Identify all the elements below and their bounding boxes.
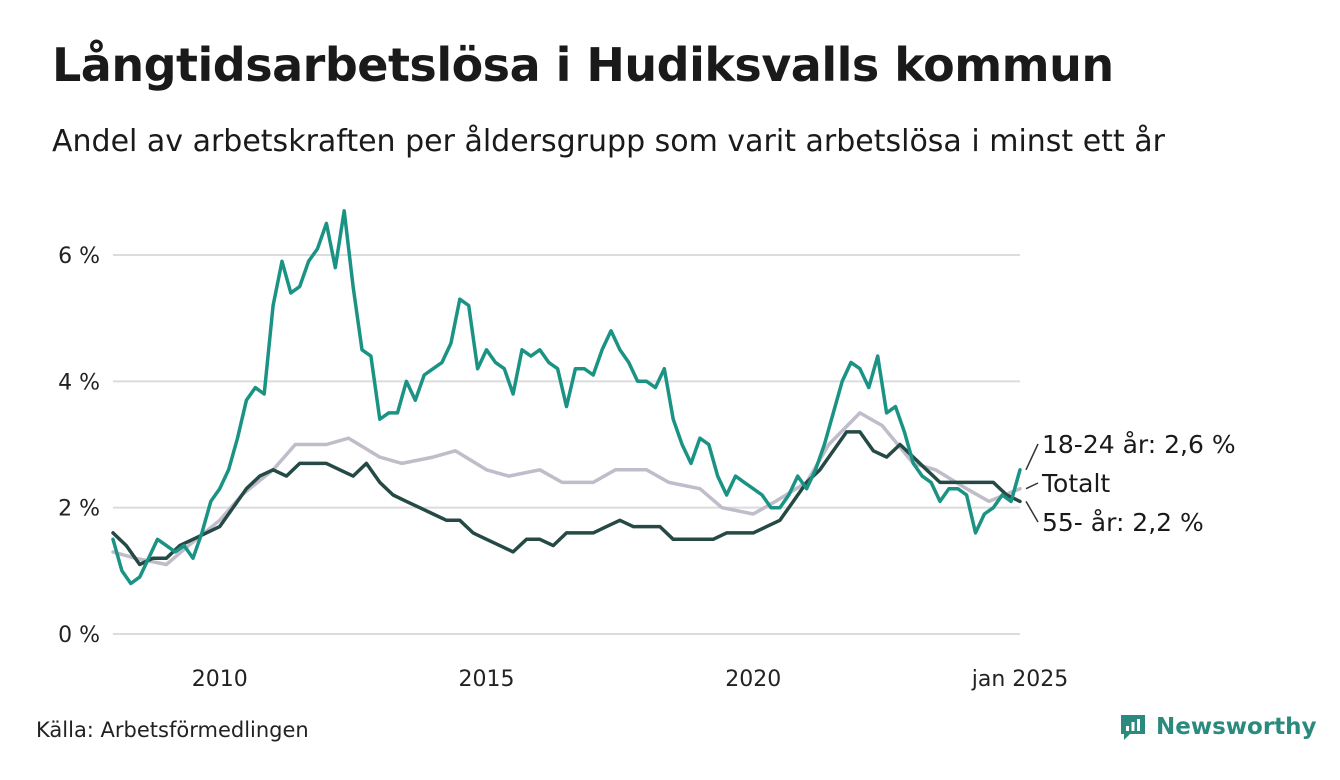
source-note: Källa: Arbetsförmedlingen	[36, 718, 309, 742]
label-leader-line	[1025, 482, 1039, 490]
series-line-senior	[111, 430, 1022, 567]
newsworthy-logo-icon	[1121, 715, 1145, 740]
series-end-label: 55- år: 2,2 %	[1042, 508, 1204, 537]
x-tick-label: 2020	[725, 667, 781, 692]
series-end-label: 18-24 år: 2,6 %	[1042, 430, 1236, 459]
label-leader-line	[1025, 443, 1039, 471]
chart-subtitle: Andel av arbetskraften per åldersgrupp s…	[52, 124, 1165, 159]
y-tick-label: 0 %	[58, 623, 100, 648]
x-tick-label: 2015	[458, 667, 514, 692]
brand-name: Newsworthy	[1156, 714, 1317, 740]
y-tick-label: 2 %	[58, 497, 100, 522]
x-tick-label: jan 2025	[971, 667, 1069, 692]
series-line-youth	[111, 209, 1022, 586]
brand-logo: Newsworthy	[1118, 712, 1317, 742]
y-tick-label: 4 %	[58, 370, 100, 395]
series-end-label: Totalt	[1041, 469, 1110, 498]
chart-title: Långtidsarbetslösa i Hudiksvalls kommun	[52, 38, 1114, 92]
label-leader-line	[1025, 500, 1039, 523]
x-tick-label: 2010	[192, 667, 248, 692]
y-tick-label: 6 %	[58, 244, 100, 269]
series-line-total	[111, 411, 1022, 567]
